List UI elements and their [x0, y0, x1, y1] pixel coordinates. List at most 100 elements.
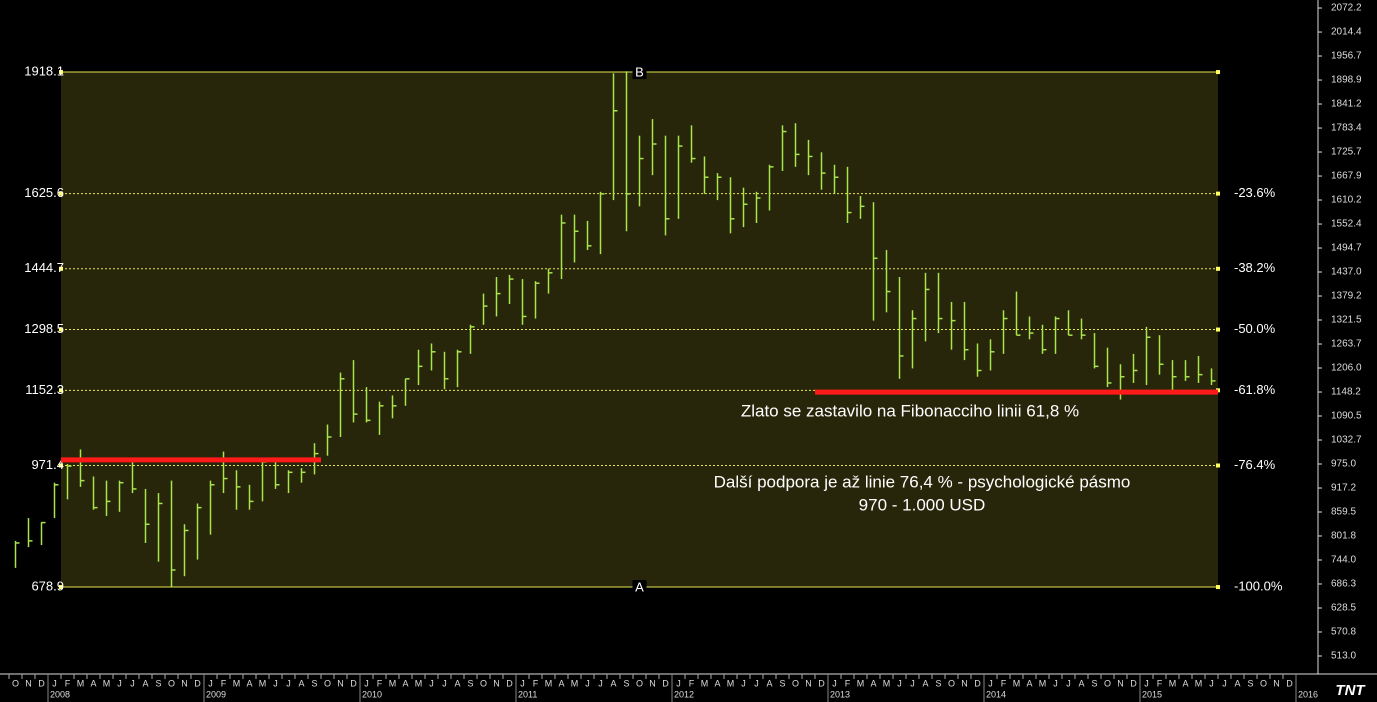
fib-end: [59, 266, 63, 271]
y-tick-label: 628.5: [1331, 603, 1356, 614]
x-tick-label: O: [12, 678, 19, 688]
fib-end: [59, 327, 63, 332]
year-label: 2015: [1142, 689, 1162, 699]
x-tick-label: F: [689, 678, 695, 688]
x-tick-label: A: [246, 678, 252, 688]
y-tick-label: 570.8: [1331, 627, 1356, 638]
fib-end: [59, 585, 63, 590]
x-tick-label: N: [1273, 678, 1280, 688]
x-tick-label: A: [610, 678, 616, 688]
fib-price-label: 678.9: [31, 578, 64, 593]
fib-ratio-label: -61.8%: [1234, 382, 1276, 397]
x-tick-label: D: [350, 678, 357, 688]
fib-end: [1216, 70, 1220, 75]
x-tick-label: J: [364, 678, 369, 688]
x-tick-label: A: [402, 678, 408, 688]
x-tick-label: F: [1001, 678, 1007, 688]
y-tick-label: 1725.7: [1331, 147, 1362, 158]
x-tick-label: J: [52, 678, 57, 688]
x-tick-label: J: [208, 678, 213, 688]
y-tick-label: 2014.4: [1331, 27, 1362, 38]
y-tick-label: 2072.2: [1331, 3, 1362, 14]
x-tick-label: A: [454, 678, 460, 688]
x-tick-label: J: [273, 678, 278, 688]
x-tick-label: O: [636, 678, 643, 688]
x-tick-label: F: [1157, 678, 1163, 688]
y-tick-label: 859.5: [1331, 507, 1356, 518]
x-tick-label: D: [194, 678, 201, 688]
y-tick-label: 1956.7: [1331, 51, 1362, 62]
x-tick-label: J: [117, 678, 122, 688]
fib-end: [1216, 463, 1220, 468]
fib-marker-bg: [632, 65, 647, 80]
x-tick-label: F: [845, 678, 851, 688]
x-tick-label: S: [1247, 678, 1253, 688]
fib-ratio-label: -50.0%: [1234, 321, 1276, 336]
annotation: Další podpora je až linie 76,4 % - psych…: [714, 472, 1131, 491]
x-tick-label: D: [1130, 678, 1137, 688]
x-tick-label: M: [415, 678, 423, 688]
x-tick-label: A: [1234, 678, 1240, 688]
fib-ratio-label: -76.4%: [1234, 457, 1276, 472]
fib-end: [1216, 585, 1220, 590]
y-tick-label: 917.2: [1331, 483, 1356, 494]
fib-price-label: 1298.5: [24, 321, 64, 336]
x-tick-label: J: [1144, 678, 1149, 688]
x-tick-label: J: [1066, 678, 1071, 688]
x-tick-label: O: [948, 678, 955, 688]
fib-marker: A: [635, 579, 644, 594]
annotation: Zlato se zastavilo na Fibonacciho linii …: [741, 401, 1079, 420]
x-tick-label: J: [130, 678, 135, 688]
fib-price-label: 1152.3: [25, 382, 64, 397]
x-tick-label: A: [1182, 678, 1188, 688]
y-tick-label: 1379.2: [1331, 291, 1362, 302]
y-tick-label: 686.3: [1331, 579, 1356, 590]
x-tick-label: F: [377, 678, 383, 688]
x-tick-label: D: [974, 678, 981, 688]
year-label: 2013: [830, 689, 850, 699]
x-tick-label: A: [558, 678, 564, 688]
x-tick-label: M: [1195, 678, 1203, 688]
fib-end: [59, 388, 63, 393]
y-tick-label: 1032.7: [1331, 435, 1362, 446]
year-label: 2009: [206, 689, 226, 699]
y-tick-label: 801.8: [1331, 531, 1356, 542]
x-tick-label: J: [676, 678, 681, 688]
x-tick-label: M: [233, 678, 241, 688]
x-tick-label: M: [103, 678, 111, 688]
x-tick-label: J: [598, 678, 603, 688]
logo: TNT: [1335, 682, 1366, 699]
x-tick-label: J: [832, 678, 837, 688]
x-tick-label: M: [571, 678, 579, 688]
y-tick-label: 1667.9: [1331, 171, 1362, 182]
x-tick-label: J: [1209, 678, 1214, 688]
x-tick-label: N: [961, 678, 968, 688]
x-tick-label: S: [467, 678, 473, 688]
x-tick-label: M: [1039, 678, 1047, 688]
x-tick-label: A: [1078, 678, 1084, 688]
fib-price-label: 1918.1: [24, 63, 64, 78]
x-tick-label: N: [493, 678, 500, 688]
fib-ratio-label: -38.2%: [1234, 260, 1276, 275]
y-tick-label: 1437.0: [1331, 267, 1362, 278]
y-tick-label: 744.0: [1331, 555, 1356, 566]
year-label: 2011: [518, 689, 537, 699]
x-tick-label: N: [181, 678, 188, 688]
fib-price-label: 971.4: [31, 457, 64, 472]
x-tick-label: J: [585, 678, 590, 688]
x-tick-label: S: [1091, 678, 1097, 688]
x-tick-label: N: [805, 678, 812, 688]
x-tick-label: S: [779, 678, 785, 688]
x-tick-label: S: [155, 678, 161, 688]
x-tick-label: O: [1104, 678, 1111, 688]
y-tick-label: 1494.7: [1331, 243, 1362, 254]
fib-end: [59, 70, 63, 75]
x-tick-label: A: [142, 678, 148, 688]
x-tick-label: S: [935, 678, 941, 688]
fib-end: [1216, 266, 1220, 271]
x-tick-label: M: [857, 678, 865, 688]
x-tick-label: O: [480, 678, 487, 688]
x-tick-label: O: [1260, 678, 1267, 688]
fib-ratio-label: -23.6%: [1234, 185, 1276, 200]
